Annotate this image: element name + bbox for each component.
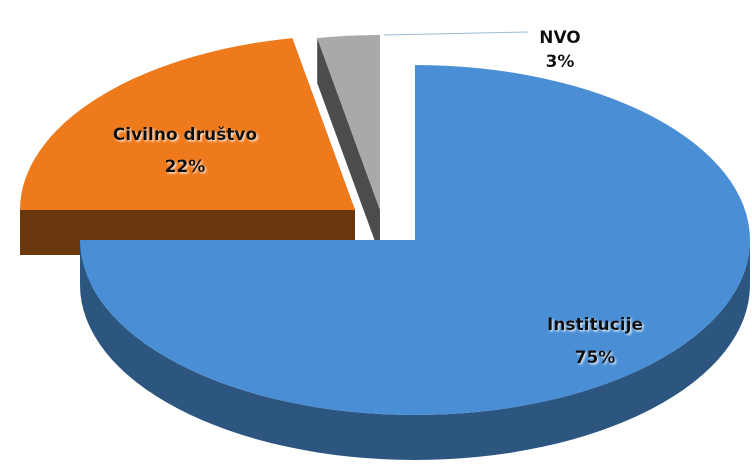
slice-label: Institucije [547, 315, 643, 335]
leader-line [383, 31, 529, 36]
slice-wall [317, 38, 380, 255]
slice-value-label: 3% [546, 52, 575, 72]
pie-slice [80, 65, 750, 415]
slice-value-label: 22% [165, 157, 206, 177]
slice-side [80, 240, 750, 460]
slice-value-label: 75% [575, 348, 616, 368]
slice-label: NVO [539, 28, 581, 48]
pie-slice [317, 35, 380, 210]
slice-label: Civilno društvo [113, 125, 257, 145]
pie-slice [20, 38, 355, 210]
labels: Institucije 75% Civilno društvo 22% NVO 3% [113, 28, 643, 368]
pie [20, 35, 750, 460]
